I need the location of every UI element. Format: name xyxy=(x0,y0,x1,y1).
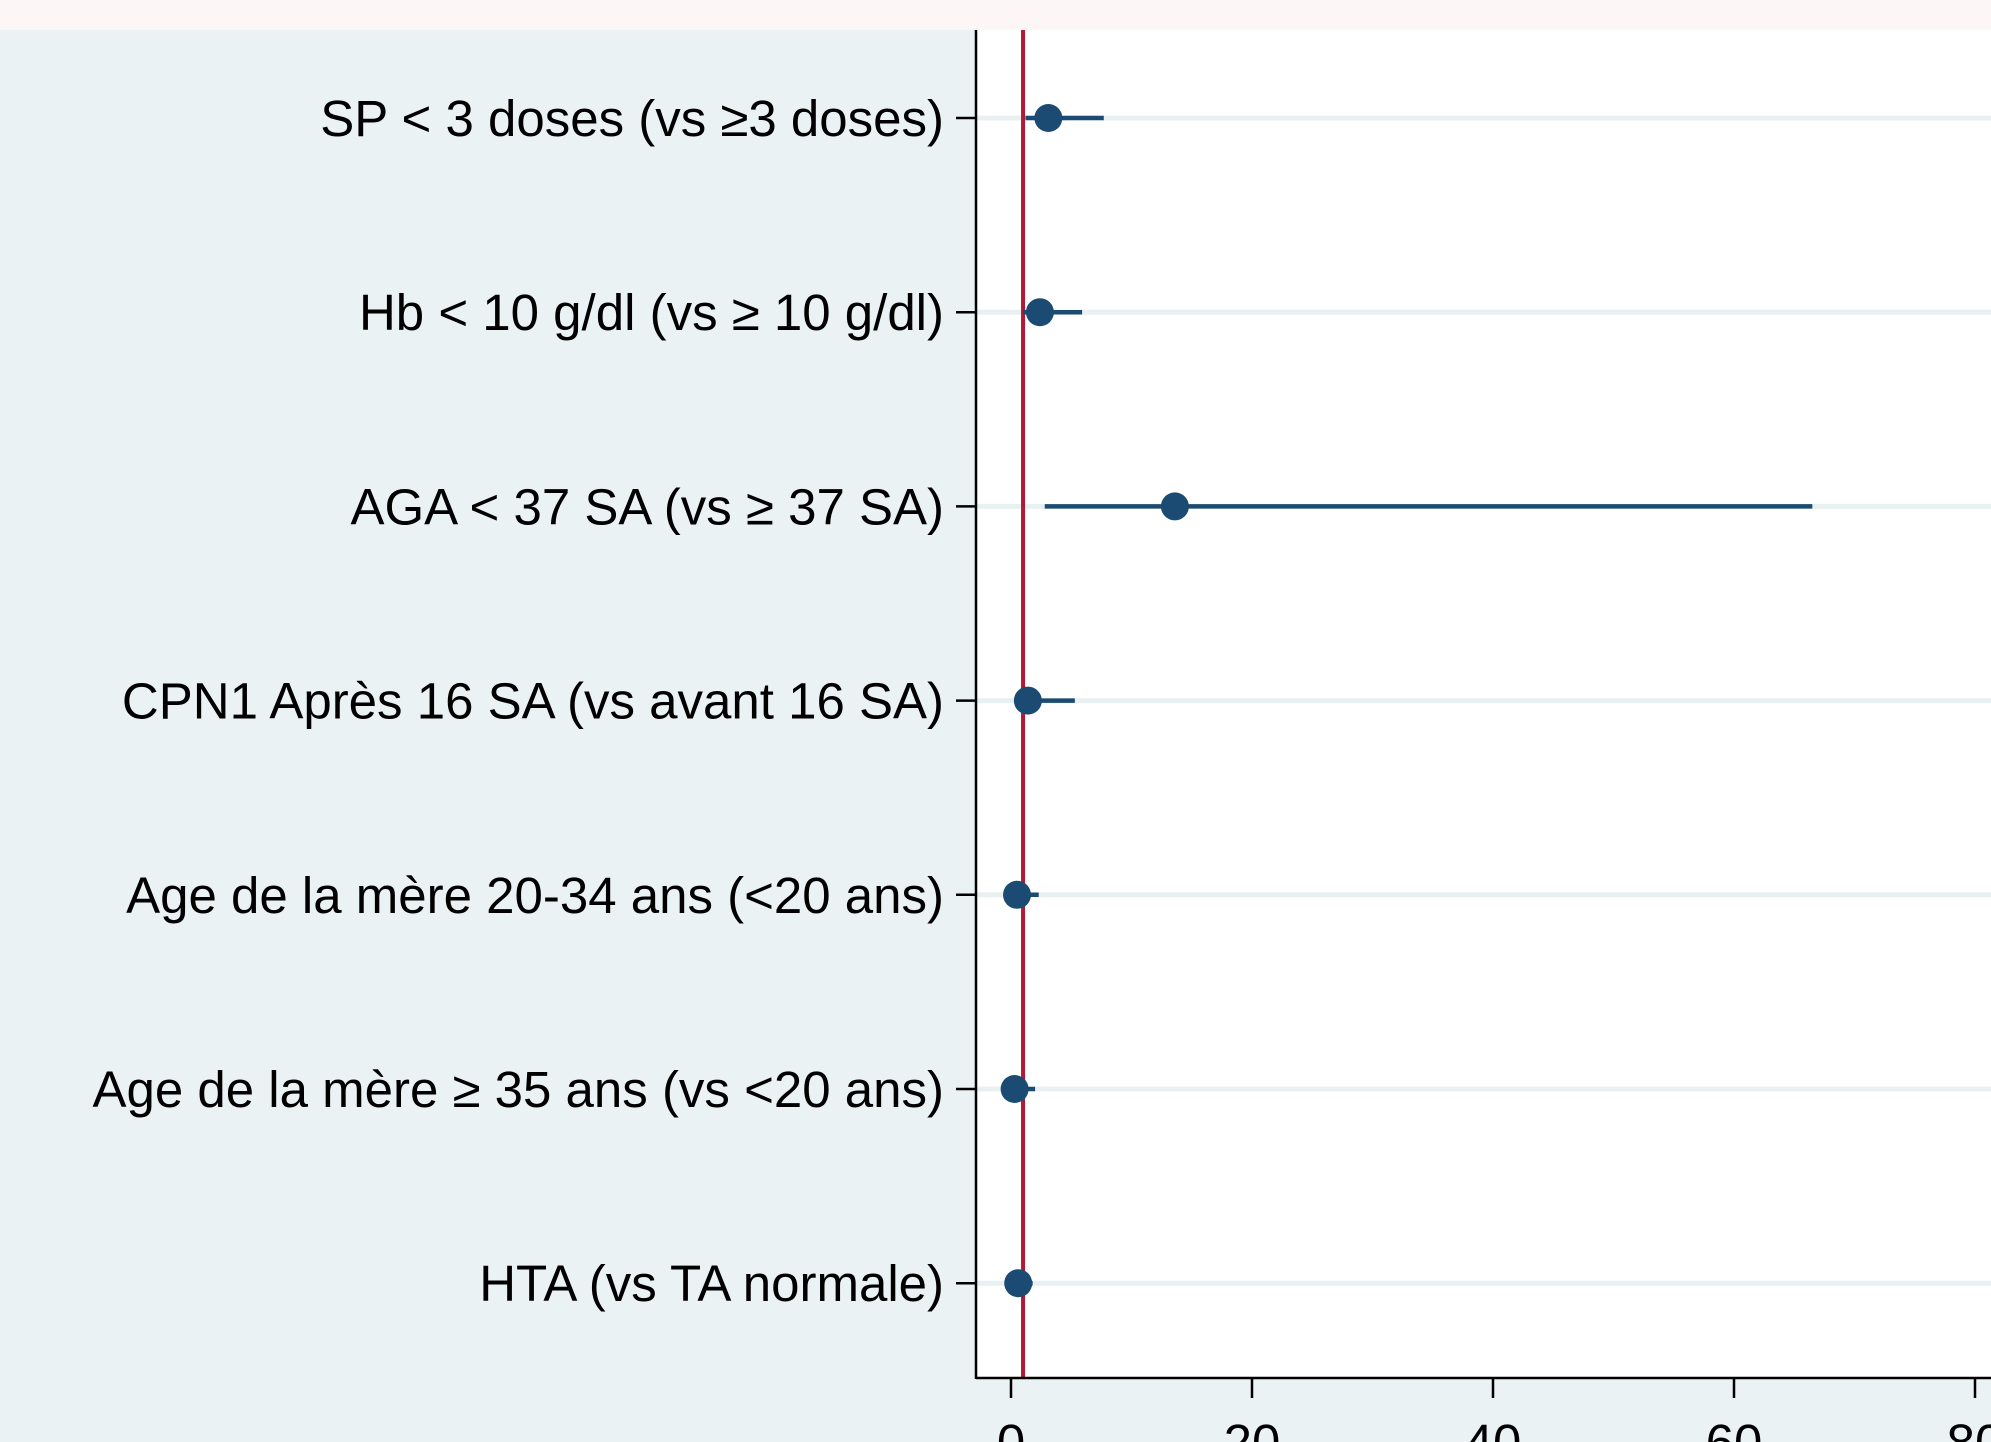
estimate-point xyxy=(1160,492,1189,521)
plot-area xyxy=(976,30,1991,1378)
estimate-point xyxy=(1025,298,1054,327)
x-tick-label: 0 xyxy=(997,1414,1025,1442)
estimate-point xyxy=(1034,104,1063,132)
estimate-point xyxy=(1003,880,1032,909)
gridlines xyxy=(976,115,1991,1286)
category-label: Age de la mère 20-34 ans (<20 ans) xyxy=(126,867,944,924)
estimate-point xyxy=(1013,686,1042,715)
x-tick-label: 40 xyxy=(1465,1414,1522,1442)
estimate-point xyxy=(1004,1269,1033,1298)
category-labels: SP < 3 doses (vs ≥3 doses) Hb < 10 g/dl (… xyxy=(92,90,944,1312)
estimate-points xyxy=(1000,104,1189,1298)
axes xyxy=(956,30,1991,1380)
x-tick-label: 20 xyxy=(1224,1414,1281,1442)
category-label: HTA (vs TA normale) xyxy=(479,1255,944,1312)
x-tick-label: 60 xyxy=(1706,1414,1763,1442)
estimate-point xyxy=(1000,1075,1029,1103)
x-tick-label: 80 xyxy=(1947,1414,1991,1442)
category-label: AGA < 37 SA (vs ≥ 37 SA) xyxy=(350,478,944,535)
category-label: SP < 3 doses (vs ≥3 doses) xyxy=(320,90,944,147)
category-label: Hb < 10 g/dl (vs ≥ 10 g/dl) xyxy=(359,284,944,341)
top-band xyxy=(0,0,1991,30)
x-ticks: 0 20 40 60 80 xyxy=(997,1378,1991,1442)
category-label: CPN1 Après 16 SA (vs avant 16 SA) xyxy=(122,673,944,730)
category-label: Age de la mère ≥ 35 ans (vs <20 ans) xyxy=(92,1061,944,1118)
